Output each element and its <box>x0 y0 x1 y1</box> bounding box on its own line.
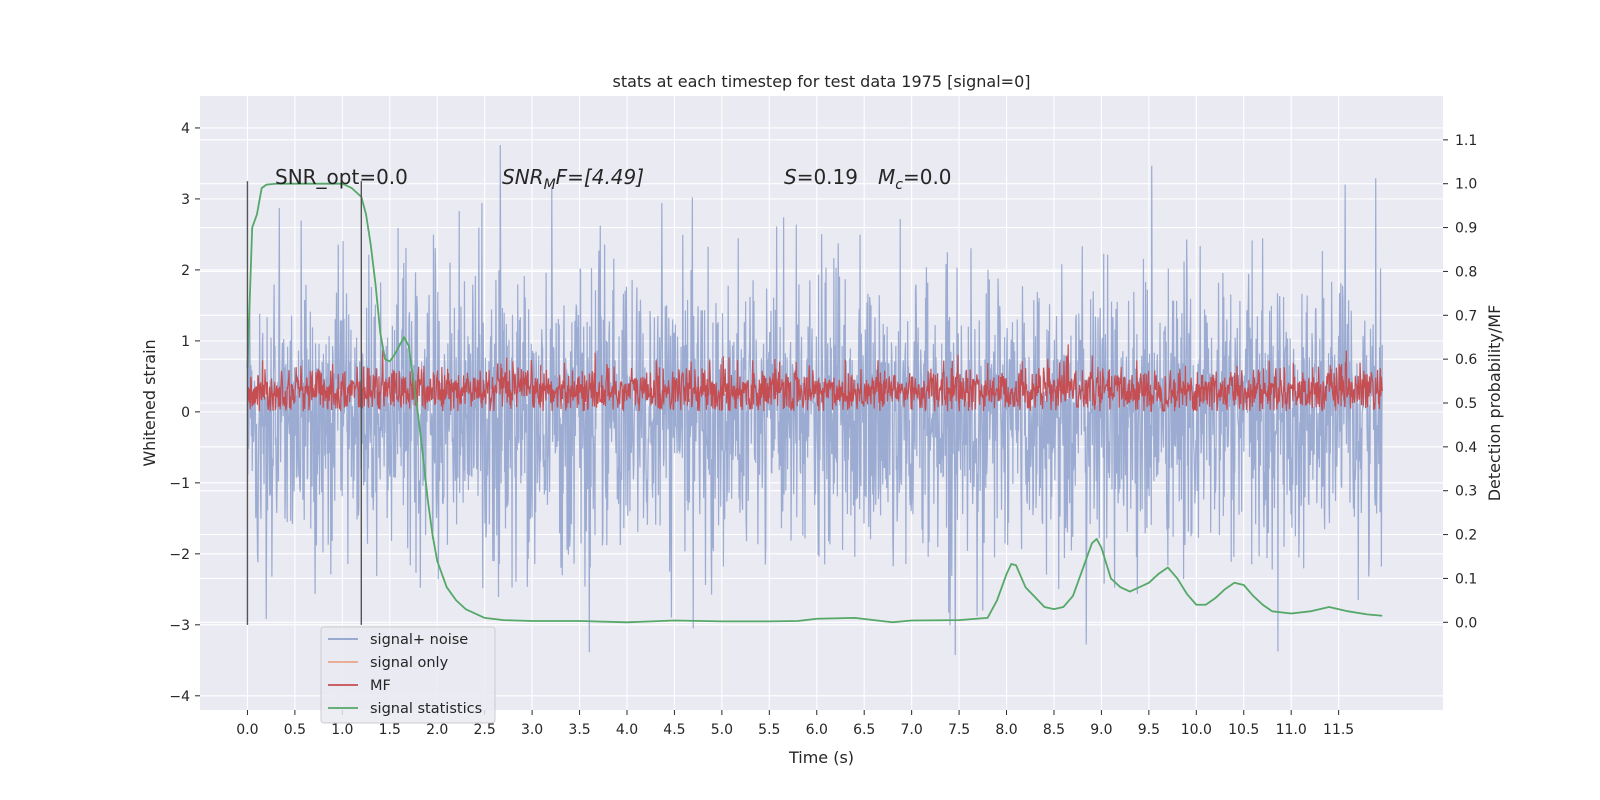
annotation-snr-opt: SNR_opt=0.0 <box>275 165 408 189</box>
y-right-tick-label: 0.4 <box>1455 440 1477 456</box>
y-axis-left: 4 3 2 1 0 −1 −2 −3 −4 <box>169 121 200 705</box>
x-tick-label: 10.0 <box>1181 722 1212 738</box>
annotation-mc-prefix: M <box>878 165 895 189</box>
y-left-tick-label: 1 <box>181 334 190 350</box>
annotation-mc-value: =0.0 <box>903 165 952 189</box>
y-left-tick-label: −2 <box>169 547 190 563</box>
y-left-tick-label: −3 <box>169 618 190 634</box>
x-tick-label: 6.0 <box>806 722 828 738</box>
annotation-snr-mf-suffix: F=[4.49] <box>556 165 644 189</box>
series-layer <box>246 145 1383 655</box>
annotation-snr-mf-sub: M <box>544 177 556 193</box>
y-right-tick-label: 0.2 <box>1455 528 1477 544</box>
y-right-tick-label: 0.9 <box>1455 221 1477 237</box>
y-right-tick-label: 1.1 <box>1455 133 1477 149</box>
legend-label-signal-statistics: signal statistics <box>370 701 482 717</box>
x-tick-label: 2.0 <box>426 722 448 738</box>
x-axis: 0.0 0.5 1.0 1.5 2.0 2.5 3.0 3.5 4.0 4.5 5.0 5.5 6.0 6… <box>236 710 1354 738</box>
x-tick-label: 7.0 <box>901 722 923 738</box>
y-left-tick-label: 3 <box>181 192 190 208</box>
x-tick-label: 5.0 <box>711 722 733 738</box>
legend-label-mf: MF <box>370 678 391 694</box>
x-tick-label: 4.5 <box>663 722 685 738</box>
y-axis-left-label: Whitened strain <box>140 339 159 466</box>
x-tick-label: 10.5 <box>1228 722 1259 738</box>
x-axis-label: Time (s) <box>788 748 854 767</box>
x-tick-label: 3.0 <box>521 722 543 738</box>
y-axis-right-label: Detection probability/MF <box>1485 305 1504 502</box>
x-tick-label: 11.5 <box>1323 722 1354 738</box>
y-right-tick-label: 0.5 <box>1455 396 1477 412</box>
x-tick-label: 11.0 <box>1276 722 1307 738</box>
vertical-markers <box>246 181 363 625</box>
y-left-tick-label: −1 <box>169 476 190 492</box>
annotation-s-value: =0.19 <box>797 165 858 189</box>
y-right-tick-label: 0.1 <box>1455 571 1477 587</box>
chart-title: stats at each timestep for test data 197… <box>612 72 1030 91</box>
x-tick-label: 4.0 <box>616 722 638 738</box>
annotation-mc-sub: c <box>895 177 903 193</box>
x-tick-label: 7.5 <box>948 722 970 738</box>
y-left-tick-label: 2 <box>181 263 190 279</box>
x-tick-label: 8.0 <box>995 722 1017 738</box>
annotation-snr-mf-prefix: SNR <box>502 165 544 189</box>
series-signal-statistics <box>246 182 1383 624</box>
y-right-tick-label: 0.8 <box>1455 264 1477 280</box>
x-tick-label: 0.5 <box>284 722 306 738</box>
y-right-tick-label: 1.0 <box>1455 177 1477 193</box>
x-tick-label: 1.5 <box>379 722 401 738</box>
series-mf <box>246 344 1383 412</box>
legend-box <box>320 626 496 724</box>
x-tick-label: 0.0 <box>236 722 258 738</box>
x-tick-label: 2.5 <box>474 722 496 738</box>
y-right-tick-label: 0.6 <box>1455 352 1477 368</box>
y-left-tick-label: 4 <box>181 121 190 137</box>
series-signal-noise <box>246 145 1383 655</box>
y-left-tick-label: −4 <box>169 689 190 705</box>
x-tick-label: 9.5 <box>1138 722 1160 738</box>
annotation-snr-mf: SNRMF=[4.49] <box>502 165 644 193</box>
x-tick-label: 1.0 <box>331 722 353 738</box>
x-tick-label: 5.5 <box>758 722 780 738</box>
x-tick-label: 6.5 <box>853 722 875 738</box>
y-axis-right: 1.1 1.0 0.9 0.8 0.7 0.6 0.5 0.4 0.3 0.2 0.1 0.0 <box>1443 133 1477 631</box>
annotation-s-prefix: S <box>784 165 797 189</box>
x-tick-label: 8.5 <box>1043 722 1065 738</box>
legend-label-signal-only: signal only <box>370 655 449 671</box>
x-tick-label: 3.5 <box>568 722 590 738</box>
annotation-mc: Mc=0.0 <box>878 165 952 193</box>
y-left-tick-label: 0 <box>181 405 190 421</box>
y-right-tick-label: 0.0 <box>1455 615 1477 631</box>
x-tick-label: 9.0 <box>1090 722 1112 738</box>
legend-label-signal-noise: signal+ noise <box>370 632 468 648</box>
annotation-s: S=0.19 <box>784 165 858 189</box>
y-right-tick-label: 0.7 <box>1455 308 1477 324</box>
legend: signal+ noise signal only MF signal stat… <box>320 626 496 724</box>
y-right-tick-label: 0.3 <box>1455 484 1477 500</box>
